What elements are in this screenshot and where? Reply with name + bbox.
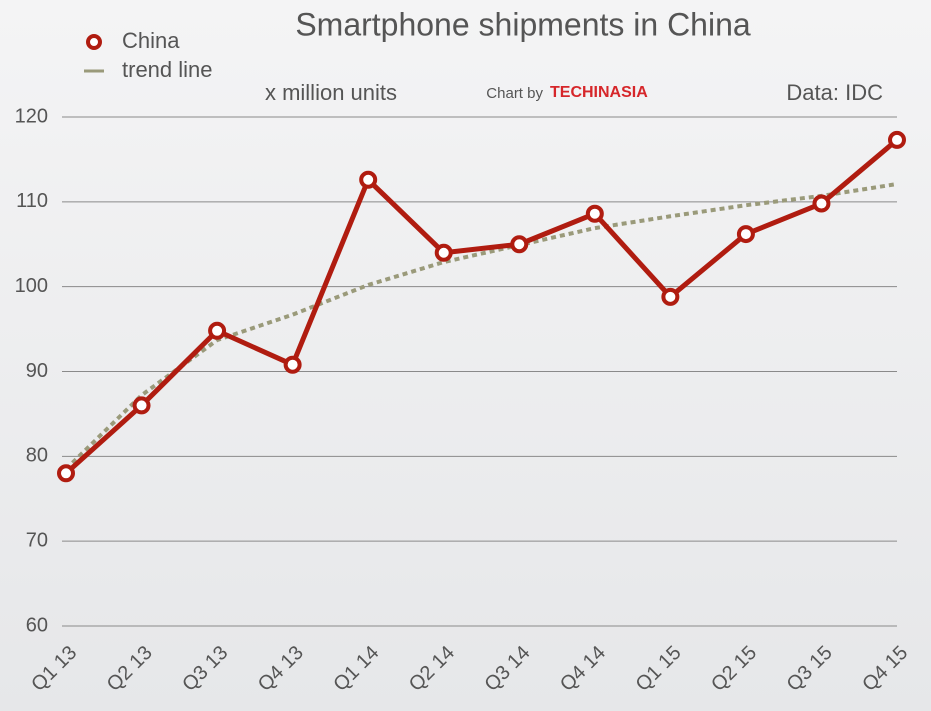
chart-title: Smartphone shipments in China — [295, 6, 751, 42]
data-point — [888, 130, 906, 149]
data-source: Data: IDC — [786, 80, 883, 105]
legend-swatch — [86, 34, 102, 50]
x-tick-label: Q3 13 — [178, 642, 232, 696]
x-tick-label: Q3 15 — [783, 642, 837, 696]
credit-prefix: Chart by — [486, 85, 543, 102]
legend-label: trend line — [122, 57, 213, 82]
credit-brand: TECHINASIA — [550, 84, 648, 101]
data-point — [661, 287, 680, 306]
x-tick-label: Q2 14 — [405, 642, 459, 696]
data-point — [283, 355, 302, 374]
y-tick-label: 70 — [26, 529, 48, 551]
x-tick-label: Q4 13 — [254, 642, 308, 696]
x-tick-label: Q1 15 — [632, 642, 686, 696]
y-tick-label: 90 — [26, 360, 48, 382]
y-tick-label: 80 — [26, 445, 48, 467]
data-point — [208, 321, 227, 340]
data-point — [434, 243, 453, 262]
data-line — [64, 137, 899, 476]
chart-subtitle: x million units — [265, 80, 397, 105]
x-tick-label: Q3 14 — [480, 642, 534, 696]
y-tick-label: 120 — [15, 105, 48, 127]
x-tick-label: Q2 15 — [707, 642, 761, 696]
x-tick-label: Q2 13 — [103, 642, 157, 696]
data-point — [359, 170, 378, 189]
x-tick-label: Q4 15 — [858, 642, 912, 696]
data-point — [57, 464, 75, 483]
x-tick-label: Q1 14 — [329, 642, 383, 696]
y-tick-label: 100 — [15, 275, 48, 297]
trend-line — [64, 182, 898, 471]
data-point — [510, 235, 529, 254]
y-tick-label: 110 — [16, 190, 48, 212]
legend-label: China — [122, 28, 180, 53]
y-tick-label: 60 — [26, 614, 48, 636]
x-tick-label: Q4 14 — [556, 642, 610, 696]
data-point — [812, 194, 831, 213]
x-tick-label: Q1 13 — [27, 642, 81, 696]
data-point — [132, 396, 151, 415]
data-point — [736, 225, 755, 244]
data-point — [585, 204, 604, 223]
